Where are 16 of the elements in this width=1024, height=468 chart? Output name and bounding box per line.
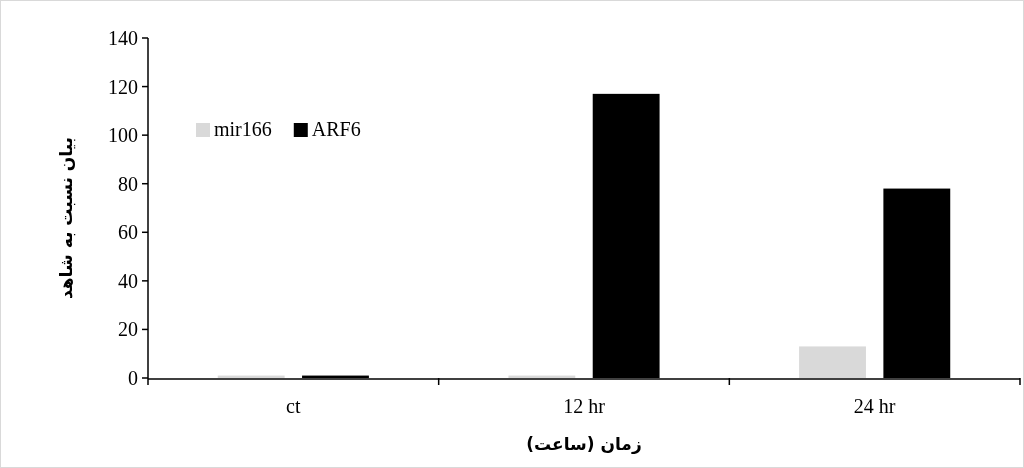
y-axis-title: بیان نسبت به شاهد — [56, 137, 76, 299]
bar — [799, 346, 866, 378]
y-tick-label: 80 — [118, 172, 138, 195]
legend-label: ARF6 — [311, 118, 361, 140]
y-tick-label: 20 — [118, 318, 138, 341]
y-tick-label: 140 — [108, 27, 138, 49]
y-tick-label: 60 — [118, 221, 138, 244]
x-tick-label: ct — [286, 395, 301, 417]
x-axis-title: زمان (ساعت) — [526, 434, 642, 454]
y-tick-label: 120 — [108, 75, 138, 98]
y-tick-label: 0 — [128, 367, 138, 389]
y-tick-label: 40 — [118, 269, 138, 292]
y-tick-label: 100 — [108, 124, 138, 147]
x-tick-label: 12 hr — [563, 395, 606, 417]
x-tick-label: 24 hr — [853, 395, 896, 417]
legend-label: mir166 — [214, 118, 272, 140]
